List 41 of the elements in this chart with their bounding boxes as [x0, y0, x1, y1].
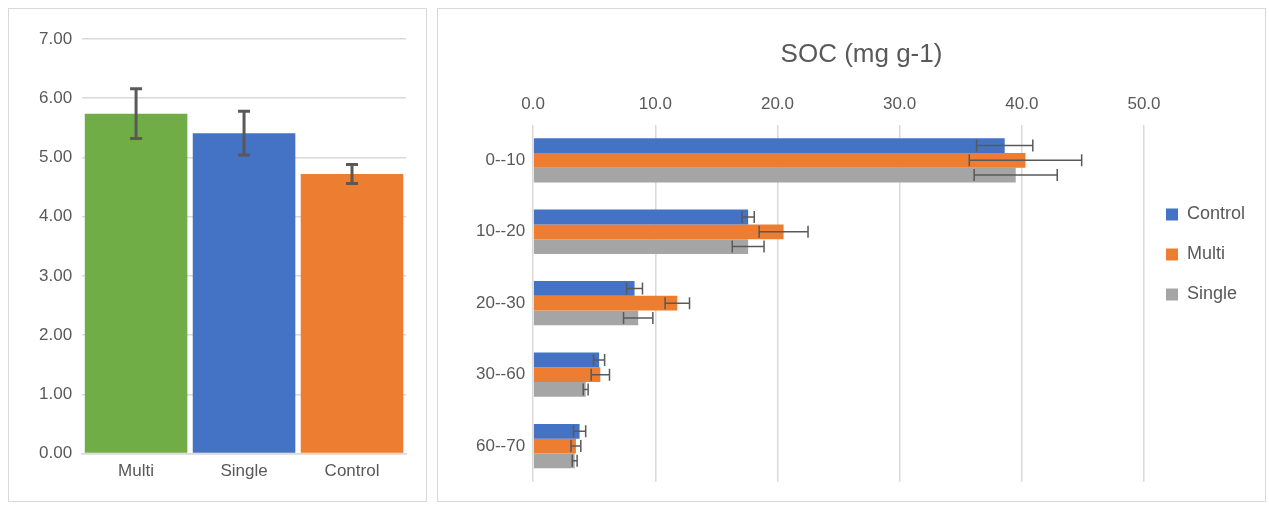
chart-title: SOC (mg g-1) — [780, 37, 943, 68]
x-tick-label: 40.0 — [1005, 94, 1039, 114]
x-tick-label: 20.0 — [760, 94, 795, 114]
bar — [533, 352, 600, 368]
x-tick-label: 0.0 — [521, 94, 545, 114]
x-tick-label: Multi — [118, 461, 155, 481]
bar — [533, 167, 1016, 183]
y-tick-label: 60--70 — [476, 435, 526, 455]
y-tick-label: 0--10 — [485, 150, 526, 170]
y-tick-label: 2.00 — [38, 324, 73, 344]
bar — [533, 453, 575, 469]
x-tick-label: Single — [220, 461, 268, 481]
legend-label: Single — [1186, 283, 1238, 304]
x-tick-label: 50.0 — [1127, 94, 1161, 114]
y-tick-label: 0.00 — [38, 443, 73, 463]
bar — [533, 310, 639, 326]
bar — [533, 367, 601, 383]
y-tick-label: 7.00 — [38, 28, 73, 48]
y-tick-label: 20--30 — [476, 292, 526, 312]
bar — [533, 138, 1005, 153]
y-tick-label: 1.00 — [38, 384, 73, 404]
y-tick-label: 30--60 — [476, 364, 526, 384]
legend-label: Control — [1186, 203, 1246, 224]
bar — [533, 152, 1026, 168]
x-tick-label: Control — [324, 461, 380, 481]
bar — [533, 239, 749, 254]
bar — [533, 382, 586, 397]
bar — [533, 295, 678, 311]
x-tick-label: 10.0 — [638, 94, 672, 114]
y-tick-label: 3.00 — [38, 265, 73, 285]
y-tick-label: 5.00 — [38, 147, 73, 167]
bar — [533, 209, 749, 225]
x-tick-label: 30.0 — [883, 94, 917, 114]
y-tick-label: 4.00 — [38, 206, 73, 226]
bar — [533, 224, 784, 240]
bar — [533, 281, 635, 296]
y-tick-label: 6.00 — [38, 87, 73, 107]
bar — [533, 438, 576, 454]
bar — [533, 423, 580, 439]
legend-label: Multi — [1186, 243, 1225, 264]
y-tick-label: 10--20 — [476, 221, 526, 241]
